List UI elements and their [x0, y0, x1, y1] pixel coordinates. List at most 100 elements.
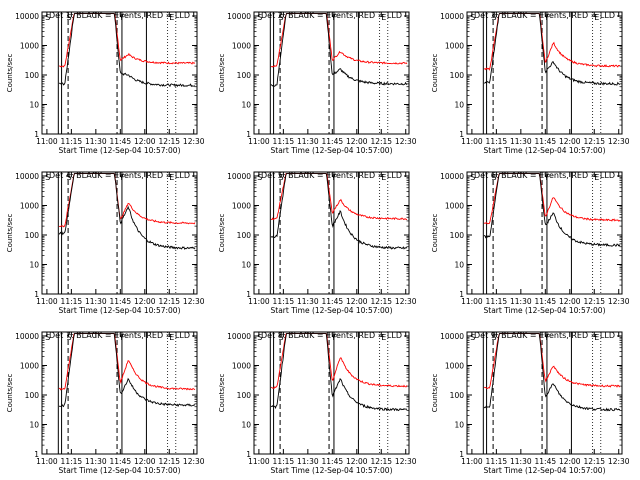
x-tick-label: 11:00	[248, 297, 270, 306]
y-tick-label: 10000	[227, 12, 251, 21]
marker-letter: S	[45, 173, 50, 182]
y-axis-label: Counts/sec	[218, 54, 226, 93]
marker-letter: S	[278, 13, 283, 22]
y-tick-label: 1000	[232, 362, 251, 371]
lld-series-line	[271, 173, 408, 221]
y-tick-label: 100	[450, 391, 465, 400]
lld-series-line	[58, 13, 196, 68]
x-tick-label: 12:15	[370, 297, 392, 306]
marker-letter: F	[332, 13, 337, 22]
x-tick-label: 12:30	[183, 457, 205, 466]
lld-series-line	[270, 333, 408, 390]
panel-title: Det 8: BLACK = Events, RED = LLD	[261, 331, 402, 340]
x-tick-label: 12:30	[608, 297, 630, 306]
x-tick-label: 11:15	[486, 137, 508, 146]
lld-series-line	[270, 13, 408, 68]
x-tick-label: 12:00	[134, 137, 156, 146]
y-tick-label: 1000	[232, 202, 251, 211]
detector-panel: 1 10 100 1000 10000 11:00 11:15 11:30 11:45 12:00…	[431, 171, 630, 315]
x-tick-label: 11:45	[535, 137, 557, 146]
marker-letter: S	[45, 13, 50, 22]
y-tick-label: 1000	[232, 42, 251, 51]
marker-letter: S	[470, 333, 475, 342]
marker-letter: S	[66, 13, 71, 22]
x-tick-label: 11:00	[461, 457, 483, 466]
events-series-line	[270, 173, 408, 250]
x-tick-label: 12:15	[158, 297, 180, 306]
marker-letter: E	[169, 333, 174, 342]
detector-panel: 1 10 100 1000 10000 11:00 11:15 11:30 11:45 12:00…	[6, 331, 205, 475]
x-tick-label: 11:15	[61, 297, 83, 306]
x-tick-label: 11:45	[110, 137, 132, 146]
x-tick-label: 12:00	[346, 137, 368, 146]
y-tick-label: 1	[34, 450, 39, 459]
x-tick-label: 11:30	[510, 457, 532, 466]
events-series-line	[483, 173, 621, 247]
plot-frame	[466, 331, 623, 455]
x-tick-label: 12:15	[583, 137, 605, 146]
x-tick-label: 12:00	[559, 457, 581, 466]
events-series-line	[59, 13, 196, 88]
y-tick-label: 100	[237, 231, 252, 240]
marker-letter: S	[491, 173, 496, 182]
marker-letter: F	[545, 333, 550, 342]
detector-panel: 1 10 100 1000 10000 11:00 11:15 11:30 11:45 12:00…	[218, 11, 417, 155]
x-tick-label: 11:45	[322, 137, 344, 146]
plot-frame	[41, 11, 198, 135]
marker-letter: F	[120, 13, 125, 22]
x-tick-label: 11:00	[36, 297, 58, 306]
y-tick-label: 100	[450, 231, 465, 240]
y-tick-label: 1000	[445, 362, 464, 371]
x-tick-label: 12:15	[583, 297, 605, 306]
x-axis-label: Start Time (12-Sep-04 10:57:00)	[59, 466, 181, 475]
x-axis-label: Start Time (12-Sep-04 10:57:00)	[484, 306, 606, 315]
y-tick-label: 1000	[20, 202, 39, 211]
marker-letter: F	[545, 173, 550, 182]
panel-title: Det 5: BLACK = Events, RED = LLD	[261, 171, 402, 180]
events-series-line	[483, 13, 621, 86]
marker-letter: F	[120, 333, 125, 342]
y-tick-label: 10	[29, 101, 39, 110]
x-axis-label: Start Time (12-Sep-04 10:57:00)	[271, 146, 393, 155]
panel-title: Det 4: BLACK = Events, RED = LLD	[49, 171, 190, 180]
y-axis-label: Counts/sec	[218, 374, 226, 413]
marker-letter: S	[66, 173, 71, 182]
x-axis-label: Start Time (12-Sep-04 10:57:00)	[271, 306, 393, 315]
plot-frame	[253, 171, 410, 295]
y-tick-label: 1000	[20, 42, 39, 51]
x-tick-label: 11:00	[36, 457, 58, 466]
x-tick-label: 11:00	[461, 297, 483, 306]
x-axis-label: Start Time (12-Sep-04 10:57:00)	[59, 306, 181, 315]
x-tick-label: 11:30	[85, 137, 107, 146]
marker-letter: S	[470, 13, 475, 22]
x-tick-label: 12:15	[370, 457, 392, 466]
marker-letter: F	[120, 173, 125, 182]
marker-letter: S	[257, 333, 262, 342]
lld-series-line	[483, 173, 621, 225]
x-tick-label: 12:15	[583, 457, 605, 466]
detector-panel: 1 10 100 1000 10000 11:00 11:15 11:30 11:45 12:00…	[6, 11, 205, 155]
y-tick-label: 10	[454, 421, 464, 430]
y-tick-label: 10	[454, 261, 464, 270]
panel-title: Det 3: BLACK = Events, RED = LLD	[474, 11, 615, 20]
y-tick-label: 10000	[15, 172, 39, 181]
events-series-line	[58, 333, 196, 408]
panel-title: Det 2: BLACK = Events, RED = LLD	[261, 11, 402, 20]
detector-panel: 1 10 100 1000 10000 11:00 11:15 11:30 11:45 12:00…	[218, 171, 417, 315]
x-tick-label: 12:15	[158, 457, 180, 466]
x-tick-label: 11:15	[486, 457, 508, 466]
x-axis-label: Start Time (12-Sep-04 10:57:00)	[484, 146, 606, 155]
y-tick-label: 10	[241, 261, 251, 270]
marker-letter: E	[594, 333, 599, 342]
y-tick-label: 100	[237, 71, 252, 80]
y-tick-label: 10	[29, 261, 39, 270]
y-tick-label: 1	[246, 290, 251, 299]
x-tick-label: 12:30	[395, 137, 417, 146]
y-axis-label: Counts/sec	[431, 374, 439, 413]
x-tick-label: 12:00	[134, 457, 156, 466]
y-tick-label: 10000	[440, 172, 464, 181]
detector-panel: 1 10 100 1000 10000 11:00 11:15 11:30 11:45 12:00…	[431, 331, 630, 475]
panel-title: Det 9: BLACK = Events, RED = LLD	[474, 331, 615, 340]
y-tick-label: 10000	[440, 332, 464, 341]
marker-letter: S	[278, 173, 283, 182]
